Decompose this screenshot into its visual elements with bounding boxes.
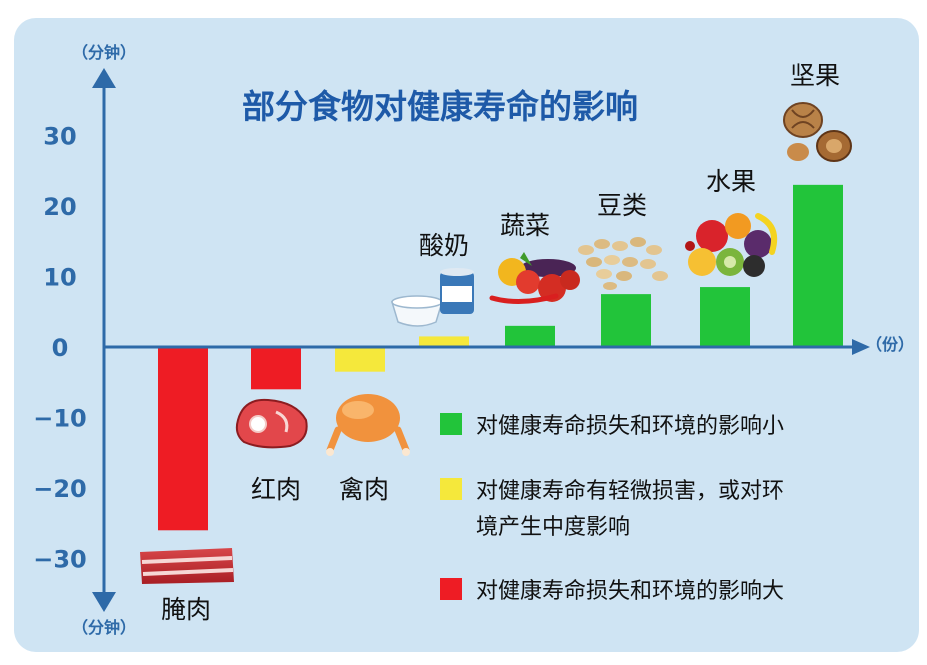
y-tick-label: 0: [52, 334, 69, 362]
y-axis-ticks: 30 20 10 0 −10 −20 −30: [33, 123, 87, 574]
y-axis-arrow-up: [92, 68, 116, 88]
vegetables-icon: [489, 252, 580, 305]
yogurt-icon: [390, 268, 474, 327]
y-axis-unit-top: （分钟）: [72, 43, 136, 62]
legend: 对健康寿命损失和环境的影响小对健康寿命有轻微损害，或对环境产生中度影响对健康寿命…: [440, 413, 784, 604]
x-axis-unit: （份）: [866, 335, 914, 354]
bar: [505, 325, 555, 347]
bar: [335, 347, 385, 372]
bar: [601, 294, 651, 347]
beans-icon: [578, 237, 668, 290]
y-tick-label: −20: [33, 475, 87, 503]
nuts-icon: [783, 102, 852, 162]
steak-icon: [235, 398, 308, 449]
y-tick-label: −30: [33, 546, 87, 574]
y-tick-label: −10: [33, 405, 87, 433]
legend-swatch: [440, 478, 462, 500]
bars: [158, 184, 843, 531]
bar: [419, 336, 469, 347]
legend-label: 对健康寿命有轻微损害，或对环境产生中度影响: [476, 479, 784, 540]
bar: [700, 287, 750, 347]
legend-label: 对健康寿命损失和环境的影响小: [476, 414, 784, 439]
category-label: 豆类: [597, 191, 647, 220]
y-axis-arrow-down: [92, 592, 116, 612]
y-tick-label: 20: [43, 193, 76, 221]
y-tick-label: 10: [43, 264, 76, 292]
legend-label: 对健康寿命损失和环境的影响大: [476, 579, 784, 604]
category-label: 水果: [706, 167, 756, 196]
y-tick-label: 30: [43, 123, 76, 151]
chicken-icon: [326, 394, 410, 456]
chart-title: 部分食物对健康寿命的影响: [242, 87, 638, 126]
category-label: 酸奶: [419, 231, 469, 260]
legend-swatch: [440, 578, 462, 600]
x-axis-arrow: [852, 339, 870, 355]
category-label: 坚果: [790, 61, 840, 90]
category-label: 红肉: [251, 475, 301, 504]
bar: [251, 347, 301, 390]
y-axis-unit-bottom: （分钟）: [72, 618, 136, 637]
bacon-icon: [140, 548, 234, 584]
fruits-icon: [685, 213, 778, 277]
bar: [158, 347, 208, 531]
category-label: 蔬菜: [500, 211, 550, 240]
chart-panel: [14, 18, 919, 652]
bar: [793, 184, 843, 347]
category-label: 禽肉: [339, 475, 389, 504]
category-labels: 腌肉 红肉 禽肉 酸奶 蔬菜 豆类 水果 坚果: [161, 61, 840, 624]
legend-swatch: [440, 413, 462, 435]
category-label: 腌肉: [161, 595, 211, 624]
